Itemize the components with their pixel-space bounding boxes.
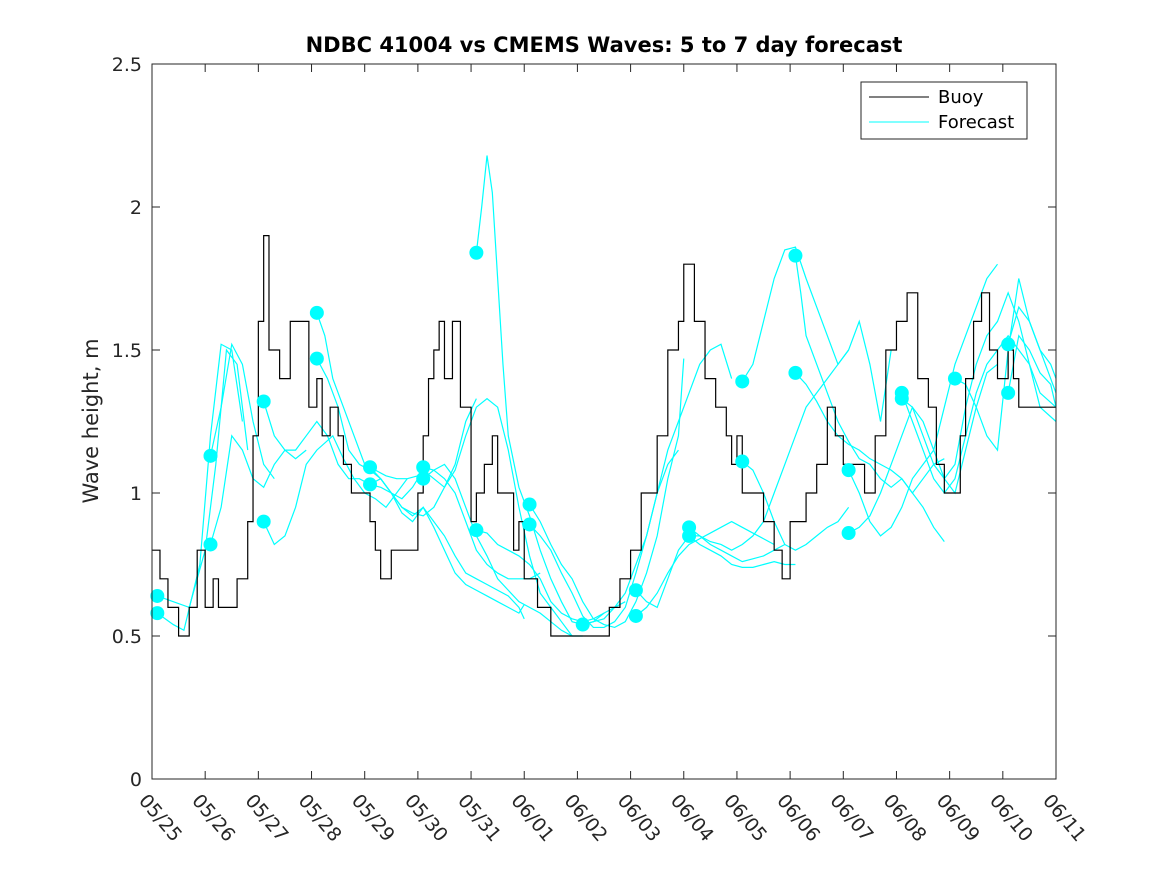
forecast-series-line [794,372,945,495]
forecast-start-marker [894,391,909,406]
legend: Buoy Forecast [860,81,1028,140]
forecast-series-line [263,434,408,546]
forecast-series-line [901,291,1057,480]
forecast-start-marker [575,617,590,632]
legend-buoy-label: Buoy [938,87,984,108]
forecast-series-line [209,342,275,480]
y-ticks: 0 0.5 1 1.5 2 2.5 [112,54,1056,791]
axes-box [151,63,1057,780]
forecast-start-marker [522,517,537,532]
y-tick-label: 0 [130,769,142,791]
plot-area [152,64,1056,779]
forecast-start-marker [256,514,271,529]
y-tick-label: 2.5 [112,54,142,76]
forecast-start-marker [522,497,537,512]
forecast-start-marker [735,374,750,389]
series-layer [152,155,1057,637]
forecast-series-line [1007,334,1057,408]
marker-layer [150,245,1016,632]
forecast-start-marker [841,463,856,478]
forecast-start-marker [735,454,750,469]
y-tick-label: 1.5 [112,340,142,362]
forecast-series-line [369,466,525,620]
forecast-series-line [157,348,249,609]
forecast-series-line [635,535,786,609]
forecast-series-line [209,434,307,545]
forecast-start-marker [682,528,697,543]
forecast-series-line [741,461,850,551]
forecast-start-marker [203,448,218,463]
y-axis-label: Wave height, m [79,338,103,503]
forecast-start-marker [309,351,324,366]
forecast-start-marker [150,588,165,603]
forecast-series-line [263,401,424,500]
forecast-series-line [476,529,626,623]
forecast-start-marker [1001,385,1016,400]
forecast-start-marker [628,583,643,598]
forecast-series-line [848,263,998,537]
forecast-start-marker [1001,337,1016,352]
forecast-start-marker [788,365,803,380]
chart-title: NDBC 41004 vs CMEMS Waves: 5 to 7 day fo… [306,33,903,57]
forecast-series-line [635,520,775,617]
forecast-series-line [848,363,998,534]
forecast-series-line [369,477,525,614]
forecast-start-marker [256,394,271,409]
y-tick-label: 1 [130,483,142,505]
forecast-series-line [794,255,945,542]
forecast-series-line [422,397,583,637]
forecast-start-marker [841,526,856,541]
forecast-series-line [741,246,892,422]
forecast-start-marker [469,523,484,538]
legend-forecast-label: Forecast [938,112,1014,133]
forecast-start-marker [363,460,378,475]
forecast-start-marker [788,248,803,263]
forecast-series-line [423,466,541,580]
forecast-start-marker [628,608,643,623]
forecast-start-marker [363,477,378,492]
forecast-series-line [156,343,243,632]
y-tick-label: 0.5 [112,626,142,648]
forecast-series-line [1007,305,1057,394]
forecast-start-marker [469,245,484,260]
y-tick-label: 2 [130,197,142,219]
forecast-start-marker [416,471,431,486]
forecast-start-marker [416,460,431,475]
forecast-start-marker [150,606,165,621]
forecast-start-marker [947,371,962,386]
forecast-series-line [422,463,573,637]
legend-box [860,81,1028,140]
forecast-start-marker [203,537,218,552]
forecast-series-line [688,535,796,568]
forecast-start-marker [309,305,324,320]
forecast-series-line [901,334,1057,495]
buoy-series-line [152,235,1056,637]
